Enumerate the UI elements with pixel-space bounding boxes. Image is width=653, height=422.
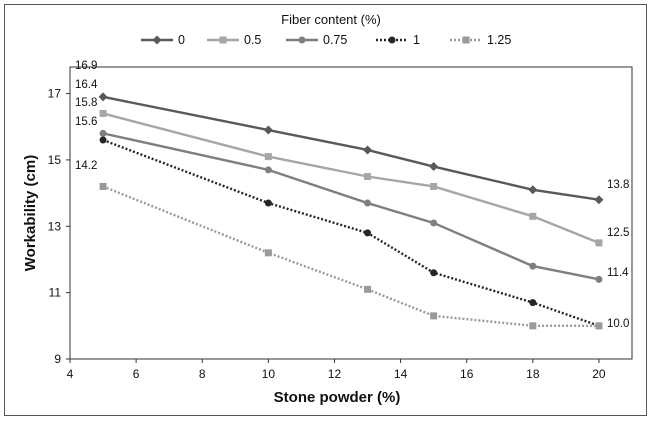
chart-frame — [4, 4, 647, 416]
legend-label: 0 — [178, 33, 185, 47]
start-value-label: 16.9 — [75, 60, 97, 72]
y-tick-label: 17 — [48, 87, 62, 101]
data-point-1-25 — [595, 322, 603, 330]
data-point-0 — [98, 92, 108, 102]
y-tick-label: 11 — [49, 286, 62, 300]
x-tick-label: 12 — [328, 367, 342, 381]
series-lines — [102, 95, 600, 328]
x-tick-label: 20 — [592, 367, 606, 381]
end-value-label: 13.8 — [607, 179, 629, 191]
data-point-1-25 — [364, 285, 372, 293]
x-axis-label: Stone powder (%) — [274, 389, 401, 406]
data-point-1-25 — [430, 312, 438, 320]
x-tick-label: 16 — [460, 367, 474, 381]
series-line-0-5 — [102, 112, 600, 244]
x-tick-label: 4 — [67, 367, 74, 381]
data-point-0-75 — [529, 262, 537, 270]
data-point-0 — [429, 162, 439, 172]
x-tick-label: 6 — [133, 367, 140, 381]
data-point-0-5 — [430, 182, 438, 190]
series-markers — [98, 92, 604, 330]
series-line-0-75 — [102, 132, 600, 281]
y-tick-label: 13 — [48, 219, 62, 233]
data-point-0 — [363, 145, 373, 155]
data-point-0 — [263, 125, 273, 135]
start-value-label: 15.8 — [75, 97, 97, 109]
legend-label: 0.5 — [244, 33, 261, 47]
end-value-labels: 13.8 12.5 11.4 10.0 — [607, 179, 629, 330]
data-point-1 — [364, 229, 372, 237]
y-axis-ticks: 9 11 13 15 17 — [48, 87, 70, 366]
legend-title: Fiber content (%) — [281, 12, 381, 27]
legend-marker-0-75 — [298, 36, 306, 44]
legend: 0 0.5 0.75 1 1.25 — [141, 33, 511, 47]
data-point-1-25 — [529, 322, 537, 330]
data-point-0-5 — [529, 212, 537, 220]
data-point-1 — [99, 136, 107, 144]
data-point-1 — [264, 199, 272, 207]
data-point-0-5 — [99, 109, 107, 117]
x-tick-label: 8 — [199, 367, 206, 381]
end-value-label: 12.5 — [607, 227, 629, 239]
start-value-label: 15.6 — [75, 116, 97, 128]
data-point-1 — [430, 269, 438, 277]
data-point-0 — [528, 185, 538, 195]
legend-marker-0-5 — [219, 36, 227, 44]
end-value-label: 10.0 — [607, 318, 629, 330]
data-point-0-75 — [99, 129, 107, 137]
start-value-label: 16.4 — [75, 79, 98, 91]
legend-label: 1.25 — [487, 33, 511, 47]
start-value-labels: 16.9 16.4 15.8 15.6 14.2 — [75, 60, 98, 172]
series-line-1-25 — [102, 185, 599, 328]
data-point-0-5 — [595, 239, 603, 247]
series-line-0 — [102, 95, 600, 201]
data-point-0 — [594, 195, 604, 205]
y-axis-label: Workability (cm) — [22, 155, 39, 271]
legend-marker-1-25 — [462, 36, 470, 44]
x-tick-label: 10 — [262, 367, 276, 381]
plot-area — [69, 66, 633, 360]
start-value-label: 14.2 — [75, 160, 97, 172]
data-point-1-25 — [99, 182, 107, 190]
data-point-1-25 — [264, 249, 272, 257]
data-point-0-5 — [264, 153, 272, 161]
data-point-0-75 — [595, 275, 603, 283]
legend-marker-1 — [388, 36, 396, 44]
x-axis-ticks: 4 6 8 10 12 14 16 18 20 — [67, 359, 606, 381]
data-point-0-5 — [364, 173, 372, 180]
legend-marker-0 — [152, 35, 162, 45]
data-point-0-75 — [430, 219, 438, 227]
y-tick-label: 9 — [54, 352, 61, 366]
data-point-1 — [529, 299, 537, 307]
data-point-0-75 — [264, 166, 272, 174]
data-point-0-75 — [364, 199, 372, 207]
x-tick-label: 18 — [526, 367, 540, 381]
y-tick-label: 15 — [48, 153, 62, 167]
series-line-1 — [102, 138, 600, 327]
end-value-label: 11.4 — [607, 267, 629, 279]
x-tick-label: 14 — [394, 367, 408, 381]
legend-label: 0.75 — [323, 33, 347, 47]
legend-label: 1 — [413, 33, 420, 47]
